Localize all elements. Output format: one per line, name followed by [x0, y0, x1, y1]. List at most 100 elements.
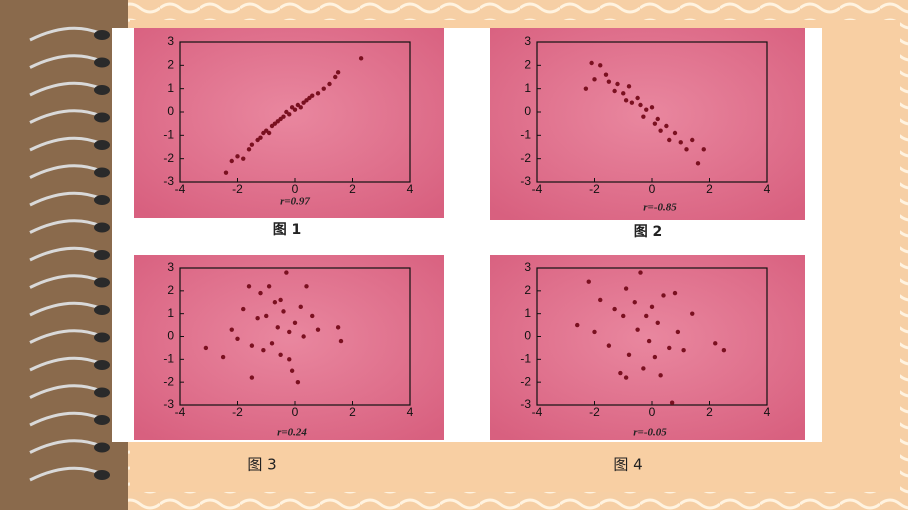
- point: [592, 329, 597, 335]
- point: [646, 338, 652, 344]
- point: [690, 137, 695, 143]
- point: [672, 130, 678, 136]
- figure-caption: 图 2: [634, 224, 663, 240]
- x-tick-label: 4: [407, 405, 414, 419]
- point: [335, 325, 341, 330]
- point: [266, 284, 272, 289]
- point: [623, 286, 629, 291]
- y-tick-label: 2: [167, 58, 174, 72]
- point: [310, 93, 315, 98]
- y-tick-label: 0: [167, 104, 174, 118]
- point: [684, 147, 689, 152]
- point: [603, 72, 609, 77]
- ring-hole: [94, 415, 110, 425]
- y-tick-label: 0: [167, 329, 174, 343]
- point: [358, 56, 364, 61]
- point: [203, 345, 209, 351]
- point: [586, 279, 591, 284]
- y-tick-label: -1: [163, 352, 174, 366]
- point: [655, 320, 660, 325]
- ring-hole: [94, 57, 110, 68]
- point: [721, 348, 727, 353]
- y-tick-label: 0: [524, 104, 531, 118]
- point: [701, 147, 706, 152]
- point: [315, 91, 321, 96]
- point: [278, 352, 283, 357]
- y-tick-label: 2: [524, 58, 531, 72]
- point: [335, 70, 341, 75]
- point: [658, 128, 663, 133]
- point: [635, 327, 640, 332]
- x-tick-label: 2: [706, 182, 713, 196]
- x-tick-label: 4: [764, 405, 771, 419]
- y-tick-label: -3: [163, 397, 174, 411]
- point: [583, 86, 589, 91]
- correlation-label: r=-0.05: [633, 427, 667, 439]
- point: [644, 107, 649, 112]
- point: [266, 130, 272, 136]
- point: [235, 336, 240, 341]
- point: [229, 327, 234, 332]
- y-tick-label: -3: [520, 174, 531, 188]
- point: [249, 343, 255, 348]
- point: [658, 373, 663, 378]
- ring-hole: [94, 85, 110, 95]
- y-tick-label: 3: [524, 34, 531, 48]
- point: [246, 284, 252, 289]
- y-tick-label: -1: [520, 128, 531, 142]
- point: [298, 304, 303, 310]
- point: [278, 297, 283, 303]
- point: [287, 357, 292, 362]
- point: [298, 105, 303, 110]
- point: [327, 81, 332, 87]
- point: [641, 114, 646, 119]
- y-tick-label: 1: [524, 306, 531, 320]
- point: [626, 84, 632, 89]
- point: [669, 400, 675, 405]
- chart-card: [134, 255, 444, 440]
- point: [269, 341, 275, 346]
- chart-card: [490, 255, 805, 440]
- point: [333, 74, 338, 80]
- point: [649, 304, 655, 310]
- x-tick-label: 2: [349, 405, 356, 419]
- ring-hole: [94, 222, 110, 233]
- y-tick-label: 3: [524, 260, 531, 274]
- figure-caption: 图 3: [247, 456, 276, 474]
- point: [295, 379, 301, 385]
- point: [249, 142, 255, 147]
- point: [589, 60, 594, 66]
- x-tick-label: -4: [532, 405, 543, 419]
- chart-card: [490, 28, 805, 220]
- correlation-label: r=-0.85: [643, 202, 677, 214]
- point: [690, 311, 695, 316]
- x-tick-label: 4: [407, 182, 414, 196]
- point: [223, 170, 229, 175]
- x-tick-label: -4: [175, 182, 186, 196]
- point: [667, 137, 672, 143]
- point: [672, 290, 678, 296]
- x-tick-label: 2: [706, 405, 713, 419]
- point: [606, 79, 612, 84]
- ring-hole: [94, 387, 110, 398]
- charts: -4 -2 0 2 4 -3 -2 -1 0 1 2 3 r=0.97 图 1 -4 -2 0 2 4 -3 -2 -1 0…: [134, 28, 805, 474]
- point: [623, 375, 629, 380]
- point: [612, 88, 617, 94]
- x-tick-label: -4: [175, 405, 186, 419]
- point: [664, 123, 669, 129]
- point: [246, 147, 252, 152]
- point: [661, 293, 666, 298]
- y-tick-label: 3: [167, 34, 174, 48]
- figure-caption: 图 1: [273, 222, 302, 238]
- point: [321, 86, 326, 91]
- x-tick-label: -2: [232, 182, 243, 196]
- point: [315, 327, 321, 332]
- y-tick-label: 1: [524, 81, 531, 95]
- ring-hole: [94, 305, 110, 315]
- point: [310, 313, 315, 319]
- point: [289, 368, 295, 373]
- y-tick-label: 2: [167, 283, 174, 297]
- y-tick-label: -1: [520, 352, 531, 366]
- point: [621, 313, 626, 319]
- point: [281, 309, 286, 314]
